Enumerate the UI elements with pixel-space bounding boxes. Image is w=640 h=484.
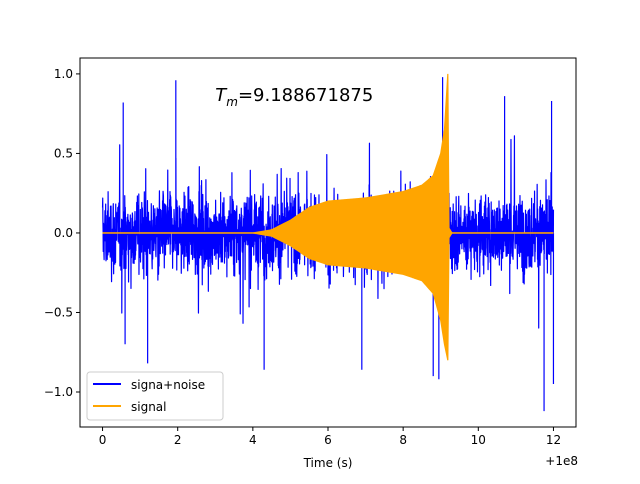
annotation-subscript: m: [226, 95, 238, 109]
x-tick-label: 0: [99, 433, 107, 447]
x-tick-label: 8: [399, 433, 407, 447]
annotation-symbol: T: [215, 85, 228, 106]
y-tick-label: 1.0: [54, 67, 73, 81]
tm-annotation: Tm=9.188671875: [215, 85, 373, 109]
x-tick-label: 6: [324, 433, 332, 447]
plot-content: [101, 73, 555, 412]
annotation-value: =9.188671875: [238, 85, 373, 106]
x-axis-label: Time (s): [303, 456, 353, 470]
x-tick-label: 2: [174, 433, 182, 447]
x-tick-label: 4: [249, 433, 257, 447]
x-axis-offset-label: +1e8: [545, 454, 578, 468]
legend-label-signal-noise: signa+noise: [131, 378, 205, 392]
y-tick-label: −1.0: [44, 385, 73, 399]
y-tick-label: 0.5: [54, 146, 73, 160]
x-tick-label: 10: [471, 433, 486, 447]
legend-label-signal: signal: [131, 400, 167, 414]
series-signal-noise-line: [101, 77, 555, 412]
y-tick-label: −0.5: [44, 305, 73, 319]
axes: 0 2 4 6 8 10 12 −1.0 −0.5 0.0 0.5 1.0: [44, 57, 577, 447]
plot-area: [101, 73, 555, 412]
x-tick-label: 12: [546, 433, 561, 447]
legend: signa+noise signal: [86, 371, 224, 421]
y-tick-label: 0.0: [54, 226, 73, 240]
